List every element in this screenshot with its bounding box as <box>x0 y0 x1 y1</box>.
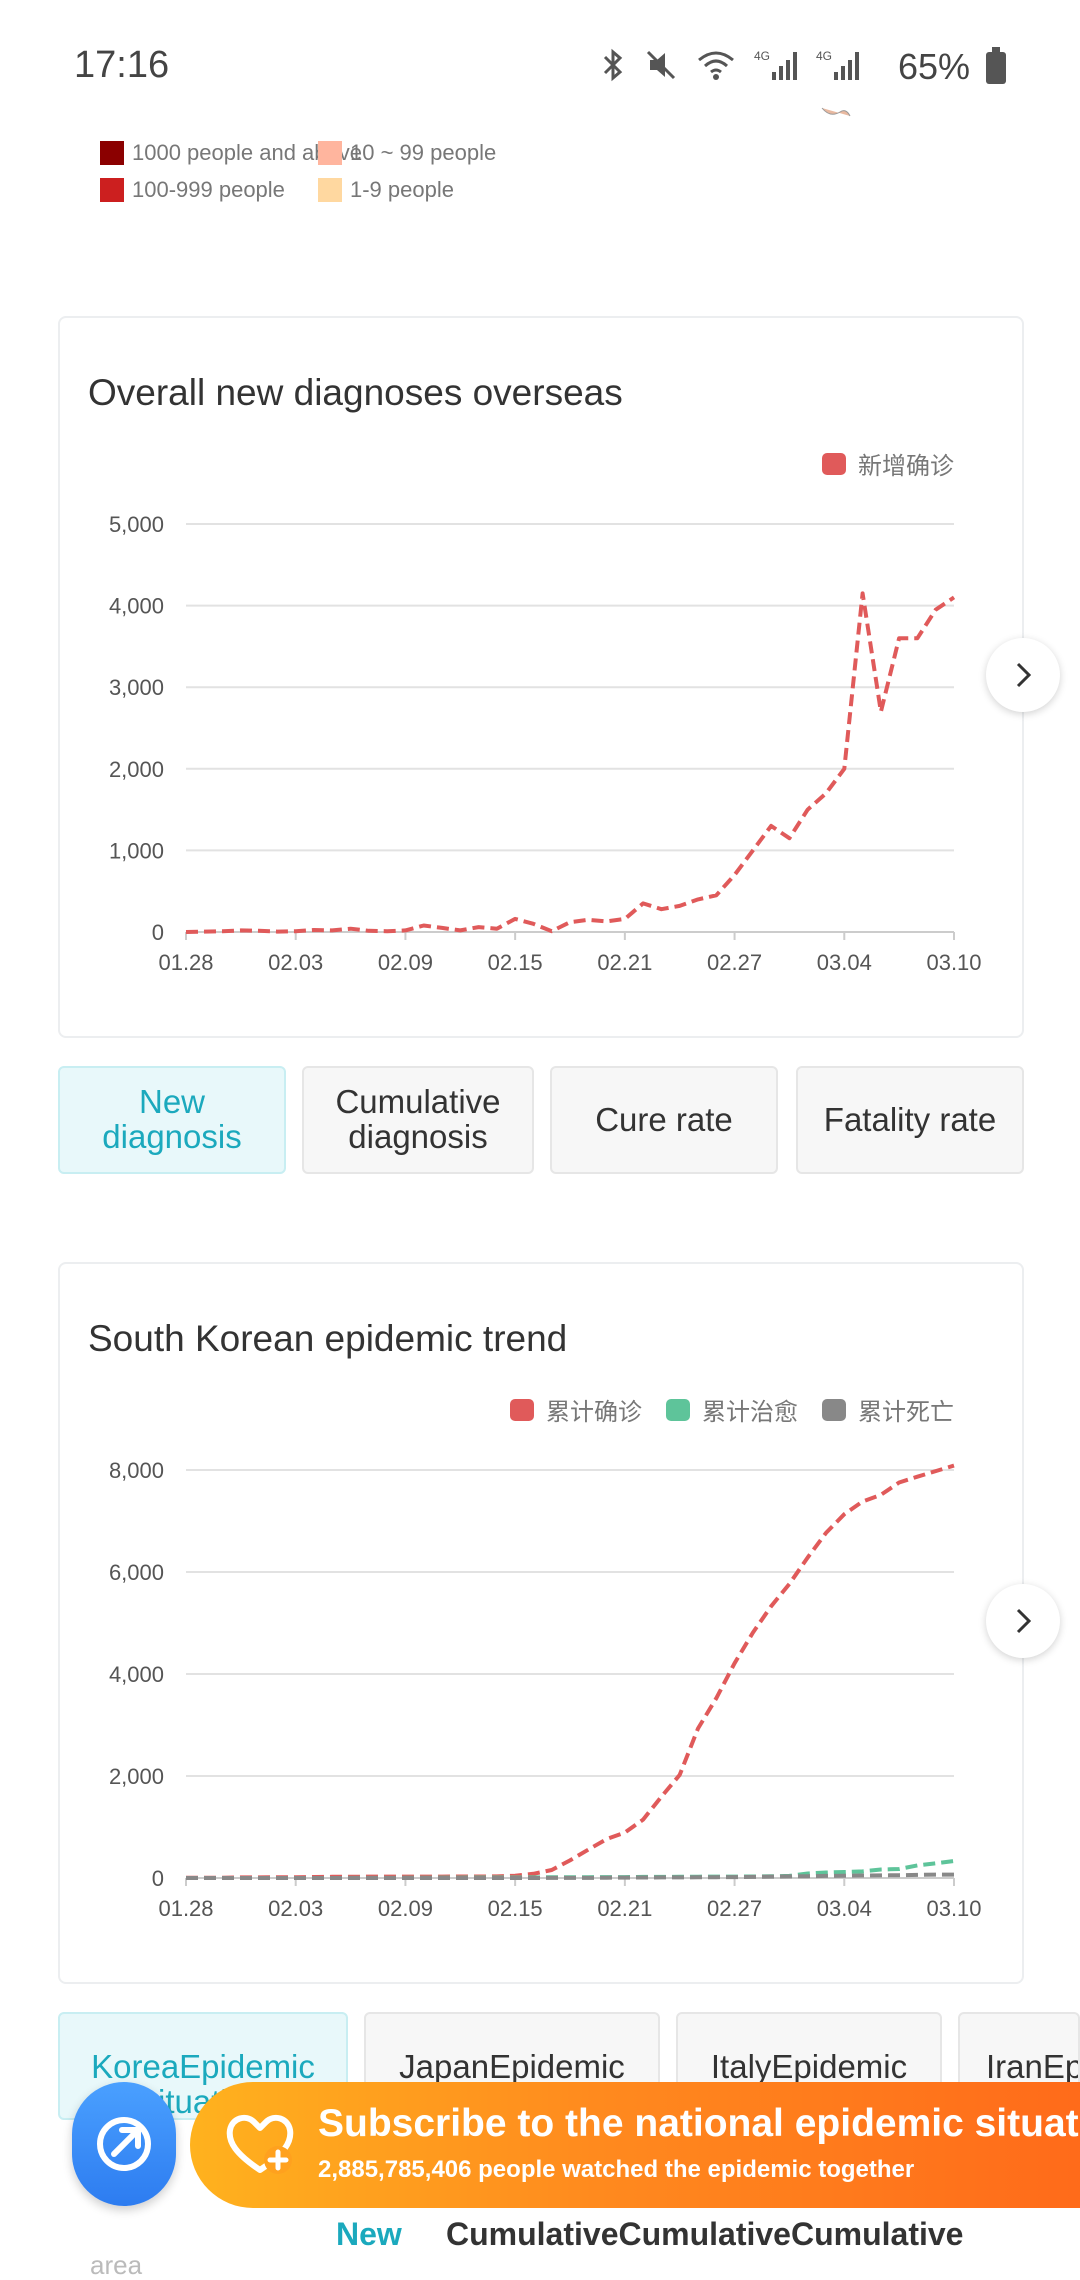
korea-line-chart: 0 2,000 4,000 6,000 8,000 01.28 02.03 02.09 02.1… <box>109 1458 982 1921</box>
legend-label: 1-9 people <box>350 177 454 202</box>
x-tick-label: 03.04 <box>817 1896 872 1921</box>
legend-label: 累计治愈 <box>702 1399 798 1426</box>
korea-chart-card: South Korean epidemic trend 累计确诊 累计治愈 累计… <box>58 1262 1024 1984</box>
battery-percent: 65% <box>897 46 970 87</box>
tab-cumulative[interactable]: CumulativeCumulativeCumulative <box>446 2216 964 2252</box>
y-tick-label: 2,000 <box>109 757 164 782</box>
share-button[interactable] <box>72 2082 176 2206</box>
legend-item: 1-9 people <box>318 177 454 203</box>
series-line <box>185 591 956 934</box>
bluetooth-icon <box>600 48 626 90</box>
x-tick-label: 02.15 <box>488 1896 543 1921</box>
series-line <box>186 1872 954 1880</box>
y-tick-label: 3,000 <box>109 675 164 700</box>
legend-item[interactable]: 累计死亡 <box>822 1392 954 1427</box>
bottom-tabs: New CumulativeCumulativeCumulative area <box>0 2216 1080 2280</box>
legend-dot <box>510 1398 534 1421</box>
x-tick-label: 02.27 <box>707 950 762 975</box>
status-time: 17:16 <box>74 44 170 86</box>
legend-dot <box>666 1398 690 1421</box>
subscribe-desc: 2,885,785,406 people watched the epidemi… <box>318 2156 915 2183</box>
svg-text:4G: 4G <box>754 49 770 63</box>
mute-icon <box>644 48 678 90</box>
y-tick-label: 4,000 <box>109 594 164 619</box>
y-tick-label: 4,000 <box>109 1662 164 1687</box>
y-tick-label: 2,000 <box>109 1764 164 1789</box>
x-tick-label: 02.15 <box>488 950 543 975</box>
chevron-right-icon <box>1016 1608 1032 1634</box>
next-chart-button[interactable] <box>986 1584 1060 1658</box>
svg-text:4G: 4G <box>816 49 832 63</box>
subscribe-banner[interactable]: Subscribe to the national epidemic situa… <box>190 2082 1080 2208</box>
x-tick-label: 02.03 <box>268 1896 323 1921</box>
overseas-line-chart: 0 1,000 2,000 3,000 4,000 5,000 01.28 02.03 02.0… <box>109 512 982 975</box>
y-tick-label: 5,000 <box>109 512 164 537</box>
legend-dot <box>822 452 846 475</box>
signal-4g-icon: 4G <box>754 48 798 90</box>
card-title: Overall new diagnoses overseas <box>88 372 623 413</box>
legend-item: 100-999 people <box>100 177 285 203</box>
legend-swatch <box>100 178 124 202</box>
x-tick-label: 01.28 <box>158 1896 213 1921</box>
map-fragment <box>820 100 870 130</box>
legend-item[interactable]: 累计确诊 <box>510 1392 642 1427</box>
y-tick-label: 0 <box>152 920 164 945</box>
chevron-right-icon <box>1016 662 1032 688</box>
x-tick-label: 03.04 <box>817 950 872 975</box>
x-tick-label: 02.03 <box>268 950 323 975</box>
status-bar: 17:16 4G 4G 65% <box>0 0 1080 140</box>
x-tick-label: 03.10 <box>926 1896 981 1921</box>
y-tick-label: 0 <box>152 1866 164 1891</box>
area-label-fragment: area <box>90 2250 143 2280</box>
legend-label: 新增确诊 <box>858 453 954 480</box>
legend-item[interactable]: 累计治愈 <box>666 1392 798 1427</box>
signal-4g-icon: 4G <box>816 48 860 90</box>
legend-item: 10 ~ 99 people <box>318 140 496 166</box>
y-tick-label: 1,000 <box>109 838 164 863</box>
series-line <box>186 1463 955 1880</box>
battery-icon <box>986 47 1006 84</box>
chart-legend[interactable]: 新增确诊 <box>822 446 954 481</box>
share-icon <box>97 2117 151 2171</box>
tab-new-diagnosis[interactable]: New diagnosis <box>58 1066 286 1174</box>
legend-label: 累计死亡 <box>858 1399 954 1426</box>
next-chart-button[interactable] <box>986 638 1060 712</box>
x-tick-label: 02.21 <box>597 950 652 975</box>
x-tick-label: 01.28 <box>158 950 213 975</box>
subscribe-title: Subscribe to the national epidemic situa… <box>318 2102 1080 2145</box>
y-tick-label: 6,000 <box>109 1560 164 1585</box>
x-tick-label: 02.21 <box>597 1896 652 1921</box>
x-tick-label: 02.09 <box>378 950 433 975</box>
tab-new[interactable]: New <box>336 2216 402 2252</box>
legend-swatch <box>100 141 124 165</box>
legend-dot <box>822 1398 846 1421</box>
x-tick-label: 02.09 <box>378 1896 433 1921</box>
tab-cure-rate[interactable]: Cure rate <box>550 1066 778 1174</box>
legend-item[interactable]: 新增确诊 <box>822 446 954 481</box>
y-tick-label: 8,000 <box>109 1458 164 1483</box>
tab-cumulative-diagnosis[interactable]: Cumulative diagnosis <box>302 1066 534 1174</box>
x-tick-label: 02.27 <box>707 1896 762 1921</box>
legend-label: 10 ~ 99 people <box>350 140 497 165</box>
overseas-chart-card: Overall new diagnoses overseas 新增确诊 0 1,0… <box>58 316 1024 1038</box>
heart-plus-icon <box>226 2114 294 2174</box>
x-tick-label: 03.10 <box>926 950 981 975</box>
legend-swatch <box>318 141 342 165</box>
legend-label: 累计确诊 <box>546 1399 642 1426</box>
status-icons: 4G 4G <box>600 48 860 90</box>
card-title: South Korean epidemic trend <box>88 1318 568 1359</box>
legend-swatch <box>318 178 342 202</box>
tab-fatality-rate[interactable]: Fatality rate <box>796 1066 1024 1174</box>
legend-label: 100-999 people <box>132 177 285 202</box>
wifi-icon <box>696 48 736 90</box>
chart-legend[interactable]: 累计确诊 累计治愈 累计死亡 <box>510 1392 954 1427</box>
